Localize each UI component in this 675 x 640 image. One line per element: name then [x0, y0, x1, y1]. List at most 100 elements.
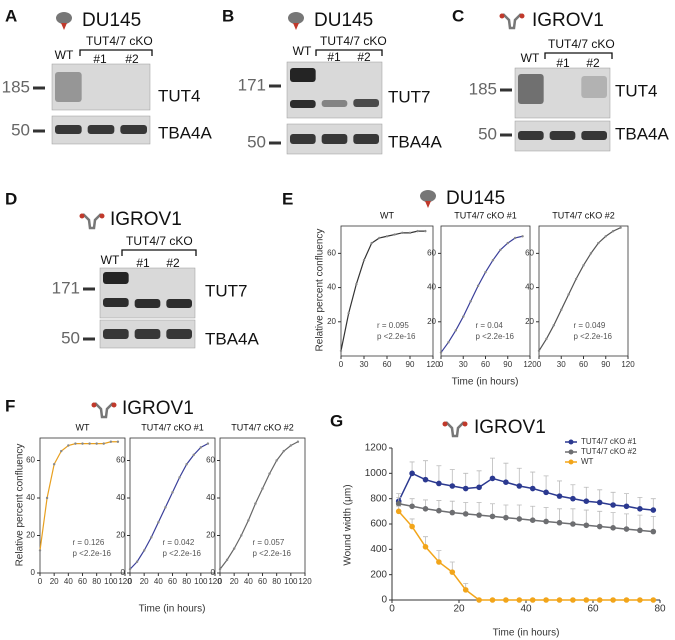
data-line	[398, 510, 654, 601]
group-label: TUT4/7 cKO	[320, 34, 387, 48]
observation	[355, 282, 358, 286]
blot-band	[581, 76, 607, 98]
data-point	[596, 597, 603, 603]
observation	[116, 440, 120, 443]
error-bar	[423, 460, 428, 480]
observation	[109, 440, 113, 443]
data-point	[650, 507, 657, 513]
panel-letter: B	[222, 6, 234, 25]
blot-band	[290, 134, 316, 144]
y-tick-label: 60	[206, 456, 215, 465]
annotation: r = 0.049	[574, 321, 606, 330]
marker-label: 171	[238, 75, 266, 94]
observation	[506, 241, 509, 245]
annotation: r = 0.042	[163, 538, 195, 547]
x-tick-label: 120	[621, 360, 635, 369]
data-point	[529, 485, 536, 492]
data-point	[476, 512, 482, 518]
icon-shape	[462, 421, 468, 427]
blot-band	[166, 299, 192, 308]
observation	[393, 233, 396, 236]
observation	[545, 337, 548, 341]
observation	[52, 463, 56, 466]
marker-label: 171	[52, 278, 80, 297]
annotation: p <2.2e-16	[253, 549, 292, 558]
blot-band	[87, 125, 115, 134]
icon-shape	[288, 12, 304, 24]
observation	[157, 521, 160, 524]
observation	[171, 491, 174, 494]
bracket	[79, 49, 153, 56]
x-tick-label: 20	[453, 604, 465, 615]
data-point	[623, 503, 630, 510]
annotation: r = 0.04	[476, 321, 504, 330]
data-point	[462, 587, 469, 593]
data-point	[422, 506, 429, 512]
cell-line: DU145	[314, 10, 373, 31]
lane-label: WT	[521, 51, 540, 65]
data-point	[449, 569, 456, 575]
observation	[416, 229, 419, 233]
x-tick-label: 0	[389, 604, 395, 615]
lane-label: WT	[293, 44, 312, 58]
x-tick-label: 0	[439, 360, 444, 369]
group-label: TUT4/7 cKO	[548, 37, 615, 51]
data-point	[623, 526, 630, 532]
prostate-icon	[288, 12, 304, 30]
blot-band	[55, 72, 82, 102]
x-tick-label: 60	[168, 577, 177, 586]
y-tick-label: 20	[26, 531, 35, 540]
data-point	[556, 597, 563, 603]
observation	[102, 442, 105, 445]
x-tick-label: 30	[557, 360, 566, 369]
data-point	[650, 597, 657, 603]
data-point	[395, 508, 402, 515]
observation	[81, 442, 84, 445]
observation	[232, 547, 236, 550]
data-point	[556, 493, 563, 499]
data-line	[219, 441, 299, 570]
data-point	[516, 516, 523, 522]
observation	[447, 341, 450, 344]
cell-line: IGROV1	[110, 209, 182, 230]
observation	[178, 476, 181, 479]
observation	[240, 534, 243, 537]
blot-band	[290, 68, 316, 82]
x-tick-label: 80	[272, 577, 281, 586]
x-tick-label: 60	[579, 360, 588, 369]
observation	[454, 329, 458, 332]
y-axis-label: Wound width (μm)	[343, 484, 354, 565]
y-axis-label: Relative percent confluency	[15, 444, 26, 567]
x-tick-label: 60	[258, 577, 267, 586]
marker-label: 185	[2, 77, 30, 96]
x-tick-label: 90	[601, 360, 610, 369]
x-tick-label: 40	[244, 577, 253, 586]
observation	[282, 449, 285, 453]
icon-shape	[56, 12, 72, 24]
observation	[150, 536, 153, 539]
x-tick-label: 120	[426, 360, 440, 369]
y-tick-label: 600	[370, 519, 387, 530]
y-tick-label: 0	[381, 595, 387, 606]
observation	[619, 226, 622, 229]
data-line	[129, 443, 209, 570]
protein-label: TUT7	[205, 281, 248, 300]
observation	[476, 284, 480, 288]
chart-title: WT	[380, 210, 394, 220]
x-tick-label: 120	[118, 577, 132, 586]
data-line	[538, 227, 621, 352]
icon-shape	[445, 421, 465, 438]
blot-band	[518, 74, 544, 104]
icon-shape	[61, 23, 67, 30]
blot-band	[166, 329, 192, 339]
lane-label: #1	[327, 50, 341, 64]
y-tick-label: 0	[211, 568, 216, 577]
observation	[88, 442, 91, 445]
icon-shape	[502, 13, 522, 30]
observation	[45, 496, 49, 500]
observation	[254, 502, 257, 505]
y-tick-label: 60	[116, 456, 125, 465]
blot-band	[134, 329, 161, 339]
data-point	[596, 499, 603, 506]
protein-label: TUT7	[388, 87, 431, 106]
